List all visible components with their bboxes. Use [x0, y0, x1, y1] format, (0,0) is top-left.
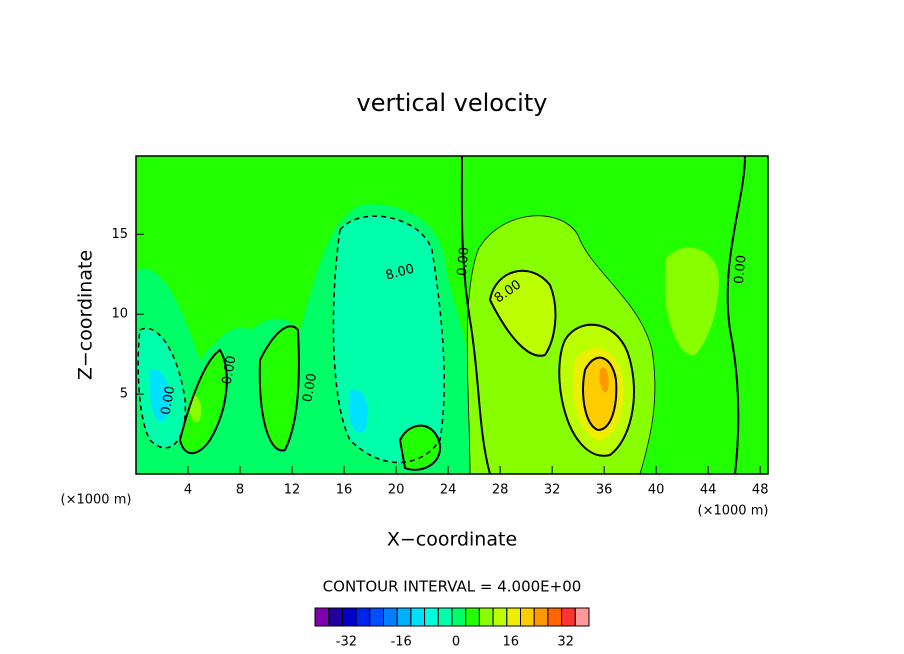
- colorbar-box: [574, 607, 590, 627]
- colorbar-box: [314, 607, 330, 627]
- colorbar-box: [355, 607, 371, 627]
- x-tick-label: 40: [648, 483, 665, 498]
- colorbar-tick-label: -32: [336, 635, 357, 650]
- colorbar-tick-label: -16: [391, 635, 412, 650]
- x-tick-label: 8: [236, 483, 244, 498]
- contour-label: 0.00: [300, 372, 320, 403]
- chart-title: vertical velocity: [357, 89, 548, 117]
- plot-frame: [135, 155, 769, 475]
- colorbar-tick-label: 32: [557, 635, 574, 650]
- contour-label: 0.00: [455, 246, 472, 276]
- colorbar-box: [520, 607, 535, 627]
- contour-lines: [178, 155, 746, 475]
- negative-contour-lines: [137, 215, 445, 464]
- y-axis-label: Z−coordinate: [75, 250, 97, 380]
- colorbar-box: [328, 607, 343, 627]
- colorbar-box: [451, 607, 467, 627]
- contour-label: 8.00: [384, 262, 416, 284]
- colorbar-tick-label: 0: [452, 635, 460, 650]
- x-tick-label: 20: [388, 483, 405, 498]
- colorbar-tick-label: 16: [503, 635, 520, 650]
- colorbar-box: [396, 607, 412, 627]
- colorbar-box: [410, 607, 426, 627]
- contour-note: CONTOUR INTERVAL = 4.000E+00: [323, 578, 582, 596]
- colorbar-box: [533, 607, 549, 627]
- y-tick-label: 15: [111, 227, 128, 242]
- colorbar-box: [561, 607, 576, 627]
- colorbar-box: [547, 607, 563, 627]
- contour-region: [400, 425, 441, 470]
- contour-region: [149, 369, 170, 422]
- colorbar-box: [506, 607, 521, 627]
- contour-label: 0.00: [159, 385, 179, 416]
- x-unit-label: (×1000 m): [698, 504, 769, 519]
- colorbar-box: [341, 607, 357, 627]
- contour-region: [348, 389, 368, 433]
- contour-region: [189, 396, 202, 423]
- x-tick-label: 16: [336, 483, 353, 498]
- y-tick-label: 10: [111, 307, 128, 322]
- x-tick-label: 12: [284, 483, 301, 498]
- contour-label: 0.00: [220, 355, 240, 386]
- x-tick-label: 48: [752, 483, 769, 498]
- plot-field: [135, 155, 769, 475]
- x-unit-label: (×1000 m): [61, 493, 132, 508]
- contour-region: [259, 326, 299, 451]
- contour-region: [490, 270, 556, 356]
- colorbar-box: [437, 607, 453, 627]
- x-tick-label: 24: [440, 483, 457, 498]
- x-axis-label: X−coordinate: [387, 529, 517, 551]
- x-tick-label: 4: [184, 483, 192, 498]
- colorbar-box: [478, 607, 494, 627]
- x-tick-label: 28: [492, 483, 509, 498]
- contour-region: [333, 216, 445, 463]
- contour-label: 0.00: [732, 254, 749, 284]
- contour-region: [665, 247, 719, 356]
- contour-region: [599, 367, 609, 393]
- contour-line-thin: [466, 215, 656, 475]
- colorbar-box: [492, 607, 508, 627]
- x-tick-label: 44: [700, 483, 717, 498]
- x-tick-label: 36: [596, 483, 613, 498]
- x-tick-label: 32: [544, 483, 561, 498]
- contour-region: [180, 350, 227, 454]
- colorbar-box: [465, 607, 480, 627]
- colorbar-box: [424, 607, 439, 627]
- y-tick-label: 5: [120, 387, 128, 402]
- colorbar-box: [383, 607, 398, 627]
- colorbar-box: [369, 607, 384, 627]
